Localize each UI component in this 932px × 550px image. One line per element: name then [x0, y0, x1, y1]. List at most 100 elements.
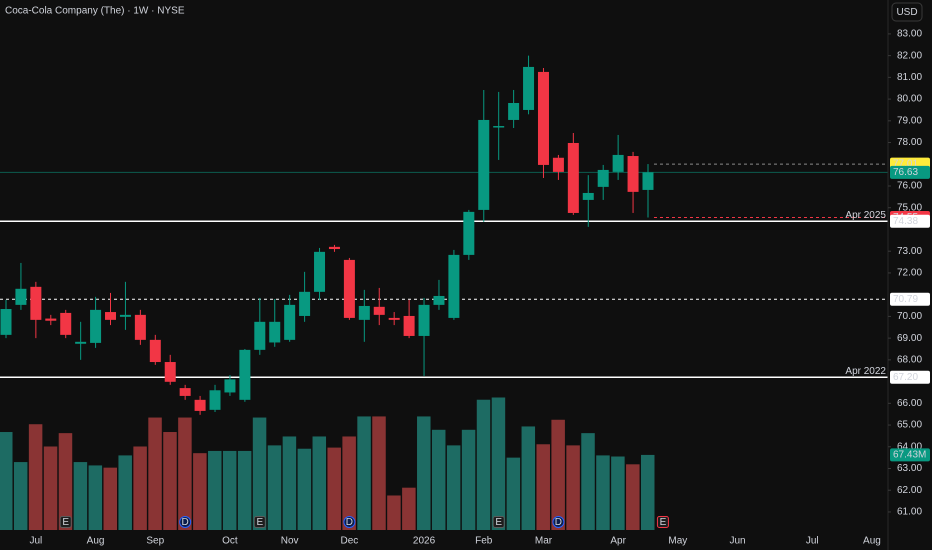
- candle-body: [478, 119, 490, 210]
- volume-bar: [282, 436, 297, 530]
- axis-layer: 83.00 82.00 81.00 80.00 79.00 78.00 76.00 75.00…: [29, 29, 930, 547]
- volume-bar: [551, 419, 565, 530]
- volume-bar: [208, 450, 222, 530]
- y-tick-label: 83.00: [897, 29, 922, 40]
- x-tick-label: Mar: [535, 536, 553, 547]
- volume-bar: [387, 495, 401, 530]
- volume-bar: [133, 446, 147, 530]
- candle-body: [358, 305, 370, 320]
- volume-bar: [640, 454, 655, 530]
- volume-tag: [890, 448, 930, 462]
- volume-bar: [118, 455, 132, 530]
- candle-body: [493, 126, 505, 128]
- volume-bar: [506, 457, 521, 530]
- volume-bar: [103, 467, 118, 530]
- volume-bar: [536, 444, 550, 530]
- candle-body: [30, 286, 42, 320]
- y-tick-label: 76.00: [897, 181, 922, 192]
- candle-body: [597, 169, 609, 187]
- candle-body: [627, 156, 639, 192]
- chart-title: Coca-Cola Company (The) · 1W · NYSE: [5, 6, 185, 17]
- x-tick-label: Feb: [475, 536, 493, 547]
- price-tag-label: 76.63: [893, 167, 918, 178]
- y-tick-label: 79.00: [897, 115, 922, 126]
- currency-label[interactable]: USD: [896, 7, 917, 18]
- candle-body: [239, 349, 251, 400]
- x-tick-label: Apr: [610, 536, 626, 547]
- volume-bar: [357, 416, 371, 530]
- candle-body: [164, 362, 176, 382]
- price-tag: [890, 214, 930, 228]
- volume-label: 67.43M: [893, 450, 926, 461]
- volume-bar: [28, 424, 43, 530]
- candle-body: [433, 295, 445, 305]
- x-tick-label: Jun: [730, 536, 746, 547]
- volume-bar: [178, 417, 192, 530]
- x-tick-label: Jul: [806, 536, 819, 547]
- price-line-layer: Apr 2025 Apr 2022: [0, 163, 888, 378]
- volume-bar: [417, 416, 431, 530]
- candle-body: [642, 172, 654, 190]
- volume-bar: [252, 417, 267, 530]
- price-tag-label: 77.01: [893, 159, 918, 170]
- volume-bar: [372, 416, 386, 530]
- y-tick-label: 62.00: [897, 485, 922, 496]
- dividend-marker: [179, 516, 192, 528]
- volume-bar: [0, 432, 13, 530]
- candle-body: [523, 66, 535, 110]
- volume-bar: [73, 462, 88, 530]
- x-tick-label: Nov: [281, 536, 299, 547]
- candle-body: [224, 379, 236, 393]
- price-line-note: Apr 2022: [845, 366, 886, 377]
- candle-body: [75, 341, 87, 344]
- volume-bar: [312, 436, 327, 530]
- y-tick-label: 81.00: [897, 72, 922, 83]
- candle-body: [448, 254, 460, 318]
- x-tick-label: May: [668, 536, 687, 547]
- y-tick-label: 80.00: [897, 94, 922, 105]
- price-line-note: Apr 2025: [845, 210, 886, 221]
- volume-bar: [237, 450, 252, 530]
- volume-bar: [58, 433, 73, 530]
- candle-body: [0, 309, 12, 335]
- y-tick-label: 69.00: [897, 333, 922, 344]
- y-tick-label: 78.00: [897, 137, 922, 148]
- currency-button[interactable]: [891, 2, 923, 22]
- candle-body: [343, 259, 355, 318]
- candle-layer: [0, 55, 654, 415]
- candle-body: [179, 388, 191, 396]
- candle-body: [60, 312, 72, 335]
- candle-body: [552, 157, 564, 172]
- candle-body: [537, 71, 549, 165]
- event-label: D: [346, 517, 353, 528]
- candle-body: [328, 246, 340, 250]
- volume-bar: [43, 446, 58, 530]
- event-label: E: [660, 517, 667, 528]
- y-tick-label: 82.00: [897, 50, 922, 61]
- volume-bar: [13, 462, 28, 530]
- candle-body: [105, 312, 117, 320]
- earnings-marker: [656, 516, 669, 528]
- y-tick-label: 66.00: [897, 398, 922, 409]
- x-tick-label: 2026: [413, 536, 436, 547]
- volume-bar: [626, 464, 640, 530]
- y-tick-label: 73.00: [897, 246, 922, 257]
- y-tick-label: 64.00: [897, 441, 922, 452]
- volume-bar: [163, 432, 177, 530]
- volume-bar: [297, 448, 312, 530]
- candle-body: [567, 142, 579, 213]
- volume-bar: [222, 450, 237, 530]
- candle-body: [209, 390, 221, 410]
- candle-body: [149, 339, 161, 363]
- y-tick-label: 75.00: [897, 202, 922, 213]
- candle-body: [284, 304, 296, 340]
- price-tag: [890, 370, 930, 384]
- volume-bar: [431, 429, 446, 530]
- volume-bar: [342, 436, 356, 530]
- price-tag-label: 70.79: [893, 294, 918, 305]
- candle-body: [373, 306, 385, 315]
- y-tick-label: 68.00: [897, 354, 922, 365]
- dividend-marker: [552, 516, 565, 528]
